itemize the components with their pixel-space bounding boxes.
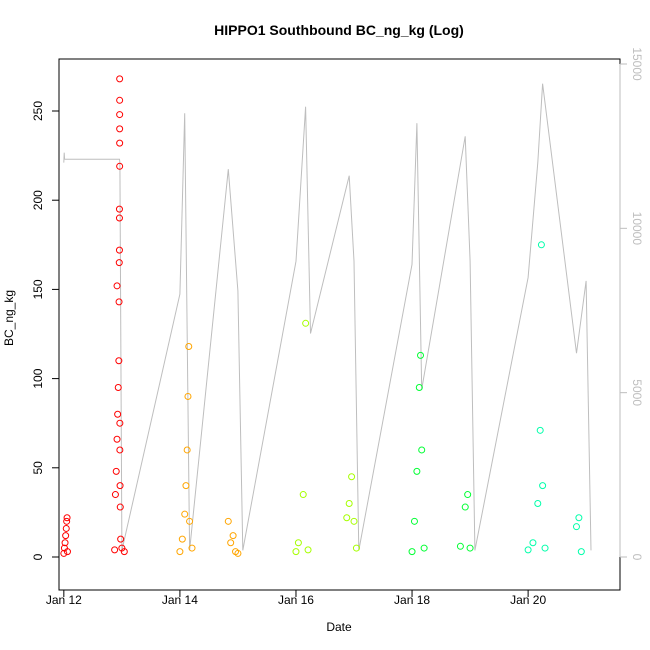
data-point-series-3: [350, 517, 358, 525]
data-point-series-3: [294, 539, 302, 547]
data-point-series-4: [456, 542, 464, 550]
data-point-series-2: [224, 517, 232, 525]
y2-tick-label: 0: [630, 554, 644, 561]
data-point-series-4: [464, 491, 472, 499]
data-point-series-5: [536, 426, 544, 434]
data-point-series-1: [112, 467, 120, 475]
data-point-series-2: [185, 342, 193, 350]
data-point-series-1: [116, 162, 124, 170]
data-point-series-5: [577, 548, 585, 556]
data-point-series-1: [115, 205, 123, 213]
data-point-series-5: [524, 546, 532, 554]
data-point-series-3: [343, 514, 351, 522]
y-axis-label: BC_ng_kg: [2, 290, 16, 346]
data-point-series-2: [182, 482, 190, 490]
x-tick-label: Jan 20: [510, 593, 546, 607]
y2-tick-label: 5000: [630, 379, 644, 406]
data-point-series-3: [348, 473, 356, 481]
data-point-series-4: [410, 517, 418, 525]
data-point-series-1: [62, 532, 70, 540]
data-point-series-1: [61, 539, 69, 547]
chart-title: HIPPO1 Southbound BC_ng_kg (Log): [214, 22, 464, 38]
data-point-series-2: [183, 446, 191, 454]
data-point-series-2: [234, 549, 242, 557]
data-point-series-2: [188, 544, 196, 552]
data-point-series-3: [352, 544, 360, 552]
data-point-series-1: [63, 517, 71, 525]
data-point-series-1: [114, 410, 122, 418]
data-point-series-1: [115, 357, 123, 365]
data-point-series-1: [115, 298, 123, 306]
data-point-series-1: [113, 435, 121, 443]
data-point-series-5: [534, 499, 542, 507]
data-point-series-4: [461, 503, 469, 511]
x-tick-label: Jan 18: [394, 593, 430, 607]
plot-frame: [58, 58, 621, 591]
data-point-series-1: [63, 548, 71, 556]
y2-tick-label: 15000: [630, 47, 644, 81]
data-point-series-4: [413, 467, 421, 475]
data-point-series-1: [63, 514, 71, 522]
data-point-series-1: [116, 96, 124, 104]
data-point-series-2: [181, 510, 189, 518]
data-point-series-1: [115, 246, 123, 254]
data-point-series-1: [120, 548, 128, 556]
data-point-series-2: [184, 392, 192, 400]
data-point-series-5: [537, 241, 545, 249]
data-point-series-5: [529, 539, 537, 547]
data-point-series-1: [115, 214, 123, 222]
data-point-series-1: [116, 139, 124, 147]
x-axis-label: Date: [326, 620, 352, 634]
data-point-series-1: [116, 482, 124, 490]
y-tick-label: 50: [31, 461, 45, 475]
x-tick-label: Jan 16: [278, 593, 314, 607]
data-point-series-3: [299, 491, 307, 499]
x-tick-label: Jan 14: [162, 593, 198, 607]
data-point-series-1: [116, 419, 124, 427]
y-tick-label: 250: [31, 101, 45, 121]
data-point-series-5: [575, 514, 583, 522]
data-point-series-2: [186, 517, 194, 525]
data-point-series-5: [572, 523, 580, 531]
data-point-series-1: [60, 549, 68, 557]
x-tick-label: Jan 12: [46, 593, 82, 607]
altitude-track-line: [63, 83, 592, 551]
y-tick-label: 150: [31, 279, 45, 299]
data-point-series-1: [116, 125, 124, 133]
data-point-series-1: [113, 282, 121, 290]
data-point-series-4: [415, 384, 423, 392]
data-point-series-3: [345, 499, 353, 507]
y-tick-label: 0: [31, 553, 45, 560]
data-point-series-1: [116, 503, 124, 511]
data-point-series-1: [116, 446, 124, 454]
data-point-series-2: [229, 532, 237, 540]
y-tick-label: 200: [31, 190, 45, 210]
data-point-series-2: [227, 539, 235, 547]
data-point-series-3: [302, 319, 310, 327]
data-point-series-1: [118, 544, 126, 552]
data-point-series-2: [178, 535, 186, 543]
data-point-series-1: [115, 259, 123, 267]
data-point-series-5: [541, 544, 549, 552]
data-point-series-3: [304, 546, 312, 554]
data-point-series-4: [417, 351, 425, 359]
data-point-series-1: [111, 491, 119, 499]
data-point-series-2: [176, 548, 184, 556]
data-point-series-4: [418, 446, 426, 454]
data-point-series-1: [111, 546, 119, 554]
y-tick-label: 100: [31, 368, 45, 388]
data-point-series-4: [420, 544, 428, 552]
data-point-series-1: [114, 384, 122, 392]
data-point-series-4: [408, 548, 416, 556]
data-point-series-1: [116, 111, 124, 119]
data-point-series-4: [466, 544, 474, 552]
y2-tick-label: 10000: [630, 212, 644, 246]
data-point-series-3: [292, 548, 300, 556]
data-point-series-5: [539, 482, 547, 490]
data-point-series-1: [116, 75, 124, 83]
data-point-series-1: [117, 535, 125, 543]
data-point-series-1: [62, 524, 70, 532]
